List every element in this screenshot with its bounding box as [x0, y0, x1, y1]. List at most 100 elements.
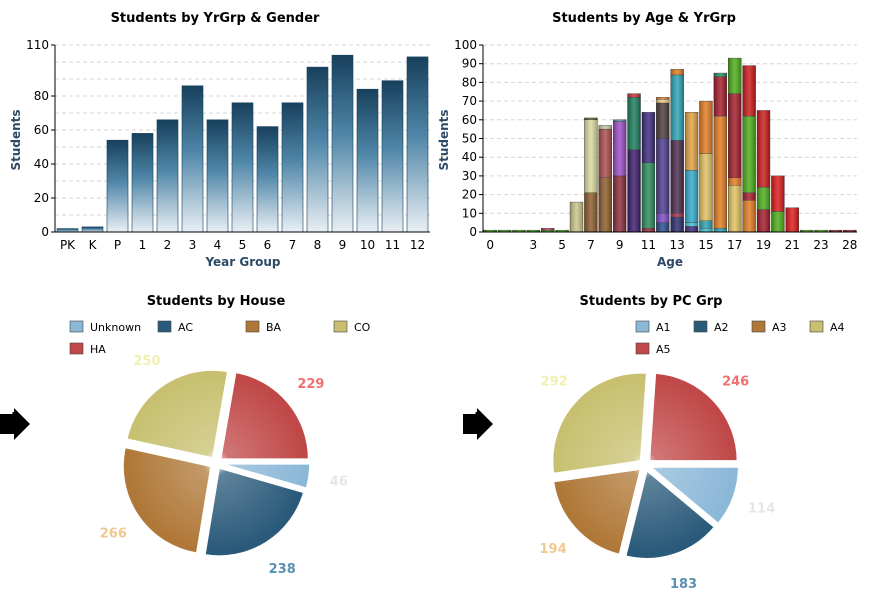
bar-segment-shade	[757, 187, 770, 210]
y-tick-label: 60	[34, 123, 49, 137]
arrow-icon[interactable]	[0, 408, 30, 440]
legend-swatch	[635, 342, 650, 355]
y-axis-label: Students	[9, 109, 23, 170]
x-axis-label: Age	[657, 255, 683, 269]
y-tick-label: 110	[26, 38, 49, 52]
bar-segment-shade	[757, 209, 770, 232]
chart-title: Students by Age & YrGrp	[552, 11, 736, 26]
legend: A1 A2 A3 A4 A5	[635, 320, 845, 356]
bar-segment-shade	[598, 125, 612, 130]
legend-swatch	[69, 320, 84, 333]
legend-swatch	[157, 320, 172, 333]
bar-segment-shade	[800, 230, 814, 232]
y-gridlines	[483, 44, 857, 214]
bar-series	[56, 54, 429, 233]
x-tick-label: 8	[314, 238, 322, 252]
bar-segment-shade	[641, 112, 655, 163]
bar-segment-shade	[613, 175, 627, 232]
x-tick-label: 2	[164, 238, 172, 252]
bar	[331, 54, 354, 233]
bar-segment-shade	[670, 74, 684, 141]
bar-segment-shade	[541, 228, 555, 231]
x-tick-label: K	[89, 238, 98, 252]
x-tick-label: PK	[60, 238, 76, 252]
bar-segment-shade	[656, 102, 670, 139]
x-tick-label: 3	[189, 238, 197, 252]
y-tick-label: 0	[41, 225, 49, 239]
bar-segment-shade	[685, 222, 699, 227]
x-tick-label: 10	[360, 238, 375, 252]
bar-segment-shade	[728, 177, 742, 186]
bar-segment-shade	[627, 97, 641, 150]
x-tick-label: 0	[486, 238, 494, 252]
bar	[406, 56, 429, 233]
bar-segment-shade	[685, 112, 699, 171]
bar-segment-shade	[699, 153, 713, 221]
bar-segment-shade	[627, 149, 641, 232]
pie-labels: 46 238 266 250 229	[100, 354, 348, 577]
y-tick-label: 0	[469, 225, 477, 239]
legend-label: BA	[266, 321, 282, 334]
pie-slice	[648, 372, 739, 462]
bar	[156, 119, 179, 233]
x-tick-label: 5	[239, 238, 247, 252]
bar-segment-shade	[699, 228, 713, 232]
bar-segment-shade	[656, 213, 670, 223]
bar-segment-shade	[670, 213, 684, 218]
bar-segment-shade	[584, 119, 598, 193]
bar-segment-shade	[742, 65, 756, 117]
bar-segment-shade	[656, 97, 670, 100]
bar-segment-shade	[728, 185, 742, 232]
bar-segment-shade	[555, 230, 569, 232]
arrow-icon[interactable]	[463, 408, 493, 440]
x-tick-label: 4	[214, 238, 222, 252]
x-tick-label: P	[114, 238, 121, 252]
x-tick-label: 7	[587, 238, 595, 252]
bar	[381, 80, 404, 233]
pie-slice	[648, 466, 740, 525]
stacked-bar-series	[483, 57, 857, 233]
x-tick-label: 5	[558, 238, 566, 252]
x-tick-label: 9	[339, 238, 347, 252]
y-tick-label: 20	[462, 188, 477, 202]
y-tick-label: 10	[462, 206, 477, 220]
bar-segment-shade	[613, 119, 627, 122]
bar	[256, 126, 279, 233]
bar-segment-shade	[728, 58, 742, 94]
legend-label: AC	[178, 321, 193, 334]
bar-segment-shade	[483, 230, 497, 232]
bar	[356, 88, 379, 233]
bar	[131, 133, 154, 233]
bar-segment-shade	[656, 138, 670, 214]
bar-segment-shade	[685, 226, 699, 232]
bar-segment-shade	[584, 117, 598, 120]
bar-segment-shade	[713, 76, 727, 117]
bar-segment-shade	[498, 230, 512, 232]
bar-segment-shade	[699, 220, 713, 229]
bar-segment-shade	[728, 93, 742, 178]
pie-slice	[551, 372, 648, 475]
pie-slice	[204, 467, 305, 557]
bar-segment-shade	[757, 110, 770, 188]
pie-slice	[552, 468, 642, 556]
x-tick-label: 13	[670, 238, 685, 252]
legend-swatch	[635, 320, 650, 333]
bar-segment-shade	[512, 230, 526, 232]
chart-title: Students by YrGrp & Gender	[111, 11, 320, 26]
bar-segment-shade	[742, 116, 756, 193]
pie-value-label: 194	[540, 542, 567, 557]
bar-segment-shade	[828, 230, 842, 232]
bar-segment-shade	[685, 170, 699, 223]
pie-value-label: 46	[330, 474, 348, 489]
bar-segment-shade	[627, 93, 641, 98]
pie-slice	[219, 371, 310, 460]
x-tick-label: 11	[641, 238, 656, 252]
x-tick-label: 23	[813, 238, 828, 252]
y-axis-label: Students	[437, 109, 451, 170]
pie-slice	[221, 463, 311, 490]
bar	[206, 119, 229, 233]
pie-slices	[122, 369, 311, 557]
bar-segment-shade	[541, 230, 555, 232]
bar-segment-shade	[670, 217, 684, 232]
pie-slice	[122, 446, 212, 555]
